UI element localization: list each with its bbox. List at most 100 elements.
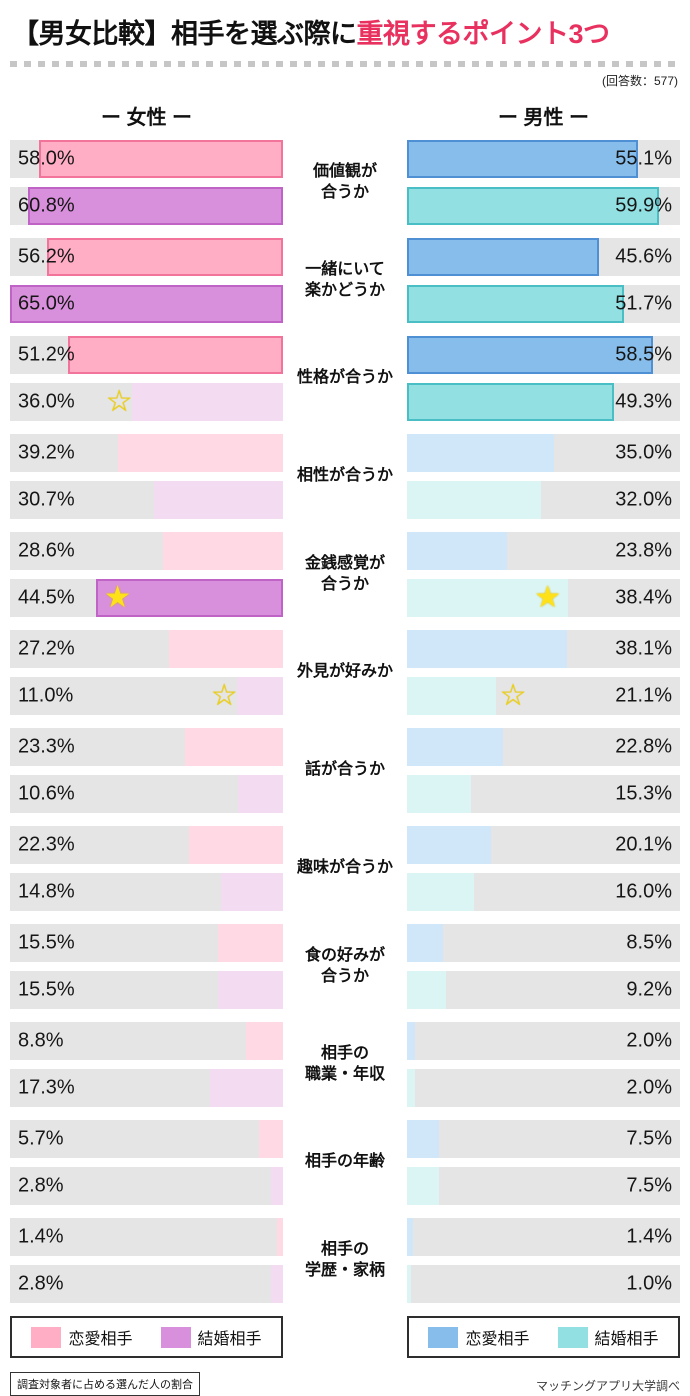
bar-fill-male-marriage bbox=[407, 873, 475, 911]
value-label: 21.1% bbox=[615, 684, 672, 707]
value-label: 10.6% bbox=[18, 782, 75, 805]
category-label: 話が合うか bbox=[304, 761, 385, 779]
star-outline-icon: ☆ bbox=[105, 385, 133, 418]
value-label: 28.6% bbox=[18, 539, 75, 562]
category-label: 外見が好みか bbox=[296, 663, 393, 681]
bar-fill-female-marriage bbox=[131, 383, 283, 421]
value-label: 20.1% bbox=[615, 833, 672, 856]
female-bars: 28.6% 44.5% ★ bbox=[10, 532, 283, 617]
bar-fill-male-romance bbox=[407, 140, 639, 178]
bar-fill-female-marriage bbox=[220, 873, 283, 911]
category-group-11: 5.7% 2.8% 相手の年齢 7.5% 7.5% bbox=[10, 1120, 680, 1205]
bar-track-male-marriage-2: 51.7% bbox=[407, 285, 680, 323]
value-label: 2.8% bbox=[18, 1272, 64, 1295]
title-highlight: 重視するポイント3つ bbox=[356, 19, 611, 49]
bar-fill-female-romance bbox=[118, 434, 283, 472]
female-bars: 51.2% 36.0% ☆ bbox=[10, 336, 283, 421]
male-bars: 35.0% 32.0% bbox=[407, 434, 680, 519]
title-prefix: 【男女比較】相手を選ぶ際に bbox=[12, 19, 357, 49]
value-label: 49.3% bbox=[615, 390, 672, 413]
legend-swatch bbox=[160, 1326, 191, 1348]
legend-female: 恋愛相手 結婚相手 bbox=[10, 1316, 283, 1358]
bar-track-male-marriage-12: 1.0% bbox=[407, 1265, 680, 1303]
bar-track-female-romance-4: 39.2% bbox=[10, 434, 283, 472]
bar-fill-male-marriage bbox=[407, 383, 615, 421]
value-label: 14.8% bbox=[18, 880, 75, 903]
bar-track-male-romance-2: 45.6% bbox=[407, 238, 680, 276]
female-bars: 22.3% 14.8% bbox=[10, 826, 283, 911]
bar-track-female-romance-12: 1.4% bbox=[10, 1218, 283, 1256]
bar-track-male-marriage-1: 59.9% bbox=[407, 187, 680, 225]
bar-track-male-romance-5: 23.8% bbox=[407, 532, 680, 570]
value-label: 59.9% bbox=[615, 194, 672, 217]
value-label: 45.6% bbox=[615, 245, 672, 268]
value-label: 9.2% bbox=[626, 978, 672, 1001]
bar-track-female-marriage-7: 10.6% bbox=[10, 775, 283, 813]
female-bars: 15.5% 15.5% bbox=[10, 924, 283, 1009]
bar-track-female-marriage-1: 60.8% bbox=[10, 187, 283, 225]
legends: 恋愛相手 結婚相手 恋愛相手 結婚相手 bbox=[10, 1316, 680, 1358]
star-filled-icon: ★ bbox=[534, 581, 562, 614]
male-bars: 58.5% 49.3% bbox=[407, 336, 680, 421]
bar-fill-male-marriage bbox=[407, 187, 659, 225]
value-label: 58.0% bbox=[18, 147, 75, 170]
source-credit: マッチングアプリ大学調べ bbox=[535, 1379, 680, 1393]
bar-fill-male-marriage bbox=[407, 1167, 439, 1205]
page-header: 【男女比較】相手を選ぶ際に重視するポイント3つ (回答数：577) bbox=[10, 8, 680, 89]
bar-fill-female-marriage bbox=[10, 285, 283, 323]
bar-fill-male-romance bbox=[407, 532, 507, 570]
bar-track-male-marriage-4: 32.0% bbox=[407, 481, 680, 519]
category-label: 趣味が合うか bbox=[296, 859, 393, 877]
value-label: 27.2% bbox=[18, 637, 75, 660]
bar-fill-male-marriage bbox=[407, 775, 472, 813]
column-headers: ー 女性 ー ー 男性 ー bbox=[10, 101, 680, 130]
value-label: 8.5% bbox=[626, 931, 672, 954]
bar-fill-male-marriage bbox=[407, 971, 446, 1009]
bar-track-male-romance-1: 55.1% bbox=[407, 140, 680, 178]
bar-fill-male-romance bbox=[407, 924, 443, 962]
bar-track-female-romance-2: 56.2% bbox=[10, 238, 283, 276]
legend-item: 結婚相手 bbox=[160, 1325, 262, 1349]
male-bars: 7.5% 7.5% bbox=[407, 1120, 680, 1205]
value-label: 38.4% bbox=[615, 586, 672, 609]
category-group-12: 1.4% 2.8% 相手の 学歴・家柄 1.4% 1.0% bbox=[10, 1218, 680, 1303]
bar-track-male-romance-8: 20.1% bbox=[407, 826, 680, 864]
category-label: 相手の 職業・年収 bbox=[304, 1044, 385, 1083]
male-bars: 1.4% 1.0% bbox=[407, 1218, 680, 1303]
legend-label: 結婚相手 bbox=[197, 1331, 262, 1348]
value-label: 2.8% bbox=[18, 1174, 64, 1197]
category-group-1: 58.0% 60.8% 価値観が 合うか 55.1% 59.9% bbox=[10, 140, 680, 225]
legend-swatch bbox=[557, 1326, 588, 1348]
legend-item: 恋愛相手 bbox=[428, 1325, 530, 1349]
value-label: 39.2% bbox=[18, 441, 75, 464]
category-label: 金銭感覚が 合うか bbox=[304, 554, 385, 593]
bar-fill-female-marriage bbox=[154, 481, 283, 519]
bar-track-female-marriage-9: 15.5% bbox=[10, 971, 283, 1009]
legend-item: 恋愛相手 bbox=[31, 1325, 133, 1349]
male-bars: 2.0% 2.0% bbox=[407, 1022, 680, 1107]
bar-fill-female-marriage bbox=[236, 677, 283, 715]
value-label: 7.5% bbox=[626, 1127, 672, 1150]
category-label: 相手の年齢 bbox=[304, 1153, 385, 1171]
category-group-4: 39.2% 30.7% 相性が合うか 35.0% 32.0% bbox=[10, 434, 680, 519]
category-label: 食の好みが 合うか bbox=[304, 946, 385, 985]
bar-track-female-marriage-10: 17.3% bbox=[10, 1069, 283, 1107]
value-label: 32.0% bbox=[615, 488, 672, 511]
bar-track-female-marriage-4: 30.7% bbox=[10, 481, 283, 519]
legend-label: 結婚相手 bbox=[594, 1331, 659, 1348]
bar-track-female-romance-1: 58.0% bbox=[10, 140, 283, 178]
bar-fill-male-marriage bbox=[407, 1069, 416, 1107]
bar-track-male-romance-6: 38.1% bbox=[407, 630, 680, 668]
bar-fill-male-romance bbox=[407, 336, 653, 374]
female-bars: 58.0% 60.8% bbox=[10, 140, 283, 225]
bar-track-male-marriage-11: 7.5% bbox=[407, 1167, 680, 1205]
title-divider bbox=[10, 61, 680, 67]
bar-track-female-romance-9: 15.5% bbox=[10, 924, 283, 962]
legend-swatch bbox=[428, 1326, 459, 1348]
female-bars: 23.3% 10.6% bbox=[10, 728, 283, 813]
value-label: 5.7% bbox=[18, 1127, 64, 1150]
value-label: 58.5% bbox=[615, 343, 672, 366]
column-header-spacer bbox=[283, 101, 407, 130]
bar-fill-female-marriage bbox=[271, 1265, 283, 1303]
value-label: 51.2% bbox=[18, 343, 75, 366]
